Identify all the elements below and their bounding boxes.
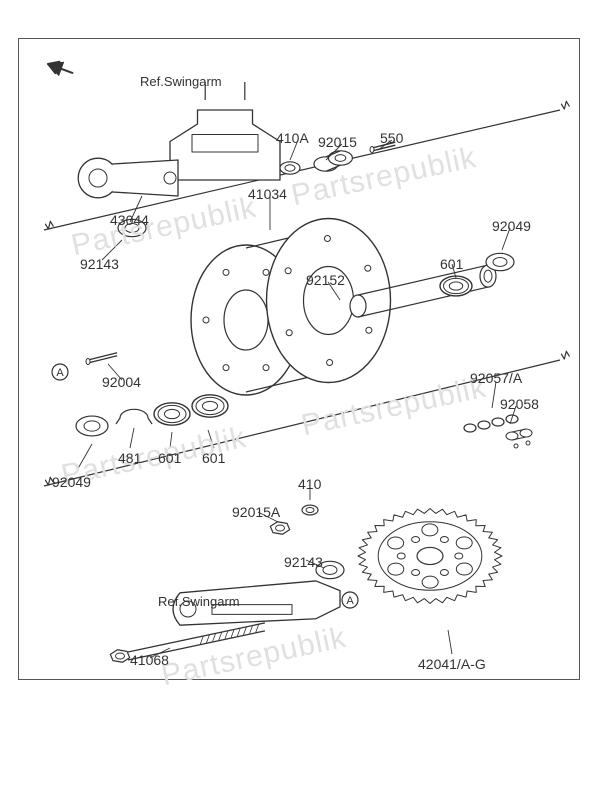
callout-92015A: 92015A (232, 504, 280, 520)
callout-41068: 41068 (130, 652, 169, 668)
callout-92049b: 92049 (52, 474, 91, 490)
callout-42041AG: 42041/A-G (418, 656, 486, 672)
callout-92143b: 92143 (284, 554, 323, 570)
callout-550: 550 (380, 130, 403, 146)
callout-41034: 41034 (248, 186, 287, 202)
callout-92057A: 92057/A (470, 370, 522, 386)
callout-601: 601 (440, 256, 463, 272)
callout-481: 481 (118, 450, 141, 466)
callout-92143: 92143 (80, 256, 119, 272)
callout-92152: 92152 (306, 272, 345, 288)
callout-92049: 92049 (492, 218, 531, 234)
callout-601c: 601 (202, 450, 225, 466)
callout-92004: 92004 (102, 374, 141, 390)
callout-410: 410 (298, 476, 321, 492)
callout-92015: 92015 (318, 134, 357, 150)
callout-410A: 410A (276, 130, 309, 146)
callout-43044: 43044 (110, 212, 149, 228)
diagram-canvas: AA PartsrepublikPartsrepublikPartsrepubl… (0, 0, 600, 800)
ref-swingarm-bottom: Ref.Swingarm (158, 594, 240, 609)
callout-601b: 601 (158, 450, 181, 466)
callout-92058: 92058 (500, 396, 539, 412)
ref-swingarm-top: Ref.Swingarm (140, 74, 222, 89)
